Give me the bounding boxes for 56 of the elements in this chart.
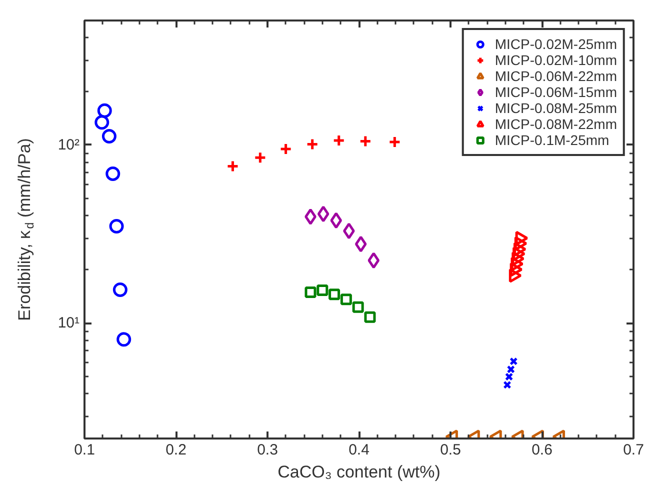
point <box>354 236 367 252</box>
point <box>109 218 124 234</box>
point <box>106 166 120 181</box>
point <box>116 332 132 347</box>
point <box>510 256 524 272</box>
point <box>254 151 266 164</box>
point <box>514 236 528 251</box>
point <box>97 103 112 118</box>
legend-label: MICP-0.06M-15mm <box>494 84 617 100</box>
point <box>94 115 110 130</box>
point <box>328 288 340 300</box>
legend-label: MICP-0.06M-22mm <box>494 68 617 84</box>
legend-label: MICP-0.02M-25mm <box>494 36 617 52</box>
x-axis-title: CaCO₃ content (wt%) <box>278 462 440 482</box>
point <box>330 212 342 229</box>
point <box>504 372 514 381</box>
point <box>359 134 372 148</box>
point <box>343 222 355 240</box>
y-tick-label: 10² <box>58 136 80 154</box>
point <box>368 252 380 269</box>
y-axis-title: Erodibility, κd (mm/h/Pa) <box>15 138 36 321</box>
x-tick-label: 0.3 <box>257 442 278 458</box>
point <box>304 208 316 225</box>
point <box>304 286 316 298</box>
point <box>102 128 116 144</box>
x-tick-label: 0.5 <box>440 442 461 458</box>
point <box>280 142 292 156</box>
point <box>510 262 523 277</box>
point <box>510 357 518 366</box>
legend-label: MICP-0.1M-25mm <box>494 132 610 148</box>
point <box>508 268 522 283</box>
x-tick-label: 0.7 <box>623 442 644 458</box>
point <box>352 301 364 313</box>
point <box>512 246 526 262</box>
point <box>226 160 239 172</box>
point <box>515 230 528 246</box>
point <box>316 284 328 296</box>
legend-label: MICP-0.08M-25mm <box>494 100 617 116</box>
point <box>317 206 330 222</box>
point <box>332 134 346 147</box>
point <box>512 251 525 266</box>
point <box>112 282 128 297</box>
point <box>306 138 319 150</box>
point <box>503 380 512 389</box>
x-tick-label: 0.2 <box>166 442 186 458</box>
x-tick-label: 0.6 <box>532 442 552 458</box>
point <box>506 365 515 374</box>
y-tick-label: 10¹ <box>58 314 80 332</box>
x-tick-label: 0.4 <box>348 442 370 458</box>
point <box>513 242 526 256</box>
legend-label: MICP-0.02M-10mm <box>494 52 617 68</box>
point <box>388 136 401 148</box>
point <box>364 311 376 323</box>
point <box>340 294 352 306</box>
legend-label: MICP-0.08M-22mm <box>494 116 617 132</box>
x-tick-label: 0.1 <box>74 442 95 458</box>
